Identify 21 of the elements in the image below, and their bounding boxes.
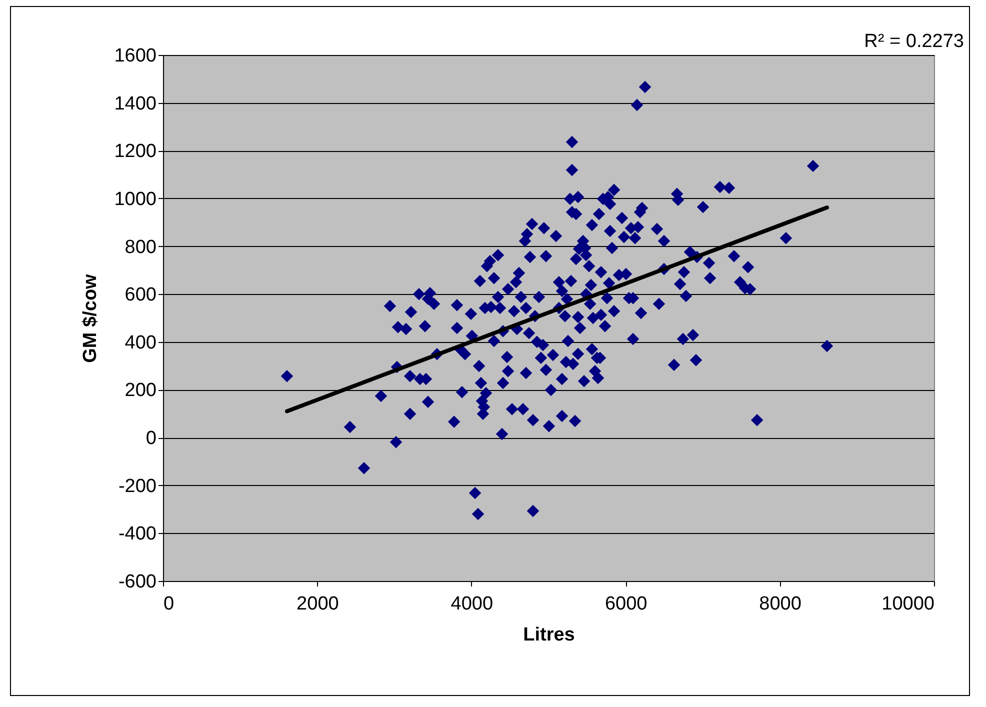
text: R² = 0.2273 (864, 31, 964, 52)
y-tick-label: 1000 (114, 188, 156, 210)
y-axis-title: GM $/cow (80, 274, 102, 363)
y-tick-label: 1600 (114, 46, 156, 66)
y-tick-label: 200 (124, 380, 156, 402)
y-tick-label: 1200 (114, 141, 156, 162)
y-tick-label: -200 (118, 476, 156, 497)
x-tick-label: 2000 (296, 594, 339, 614)
x-tick-label: 4000 (450, 594, 494, 614)
y-tick-label: 800 (124, 236, 156, 258)
x-tick-label: 0 (164, 594, 174, 614)
y-tick-label: 1400 (114, 93, 156, 114)
y-tick-label: 400 (124, 332, 156, 354)
y-tick-label: 600 (124, 284, 156, 306)
x-axis-title: Litres (523, 624, 575, 646)
x-tick-label: 8000 (759, 594, 802, 614)
y-tick-label: -600 (118, 572, 156, 592)
x-tick-label: 10000 (882, 594, 934, 614)
y-tick-label: 0 (146, 428, 156, 450)
y-tick-label: -400 (118, 524, 156, 545)
x-tick-label: 6000 (604, 594, 648, 614)
